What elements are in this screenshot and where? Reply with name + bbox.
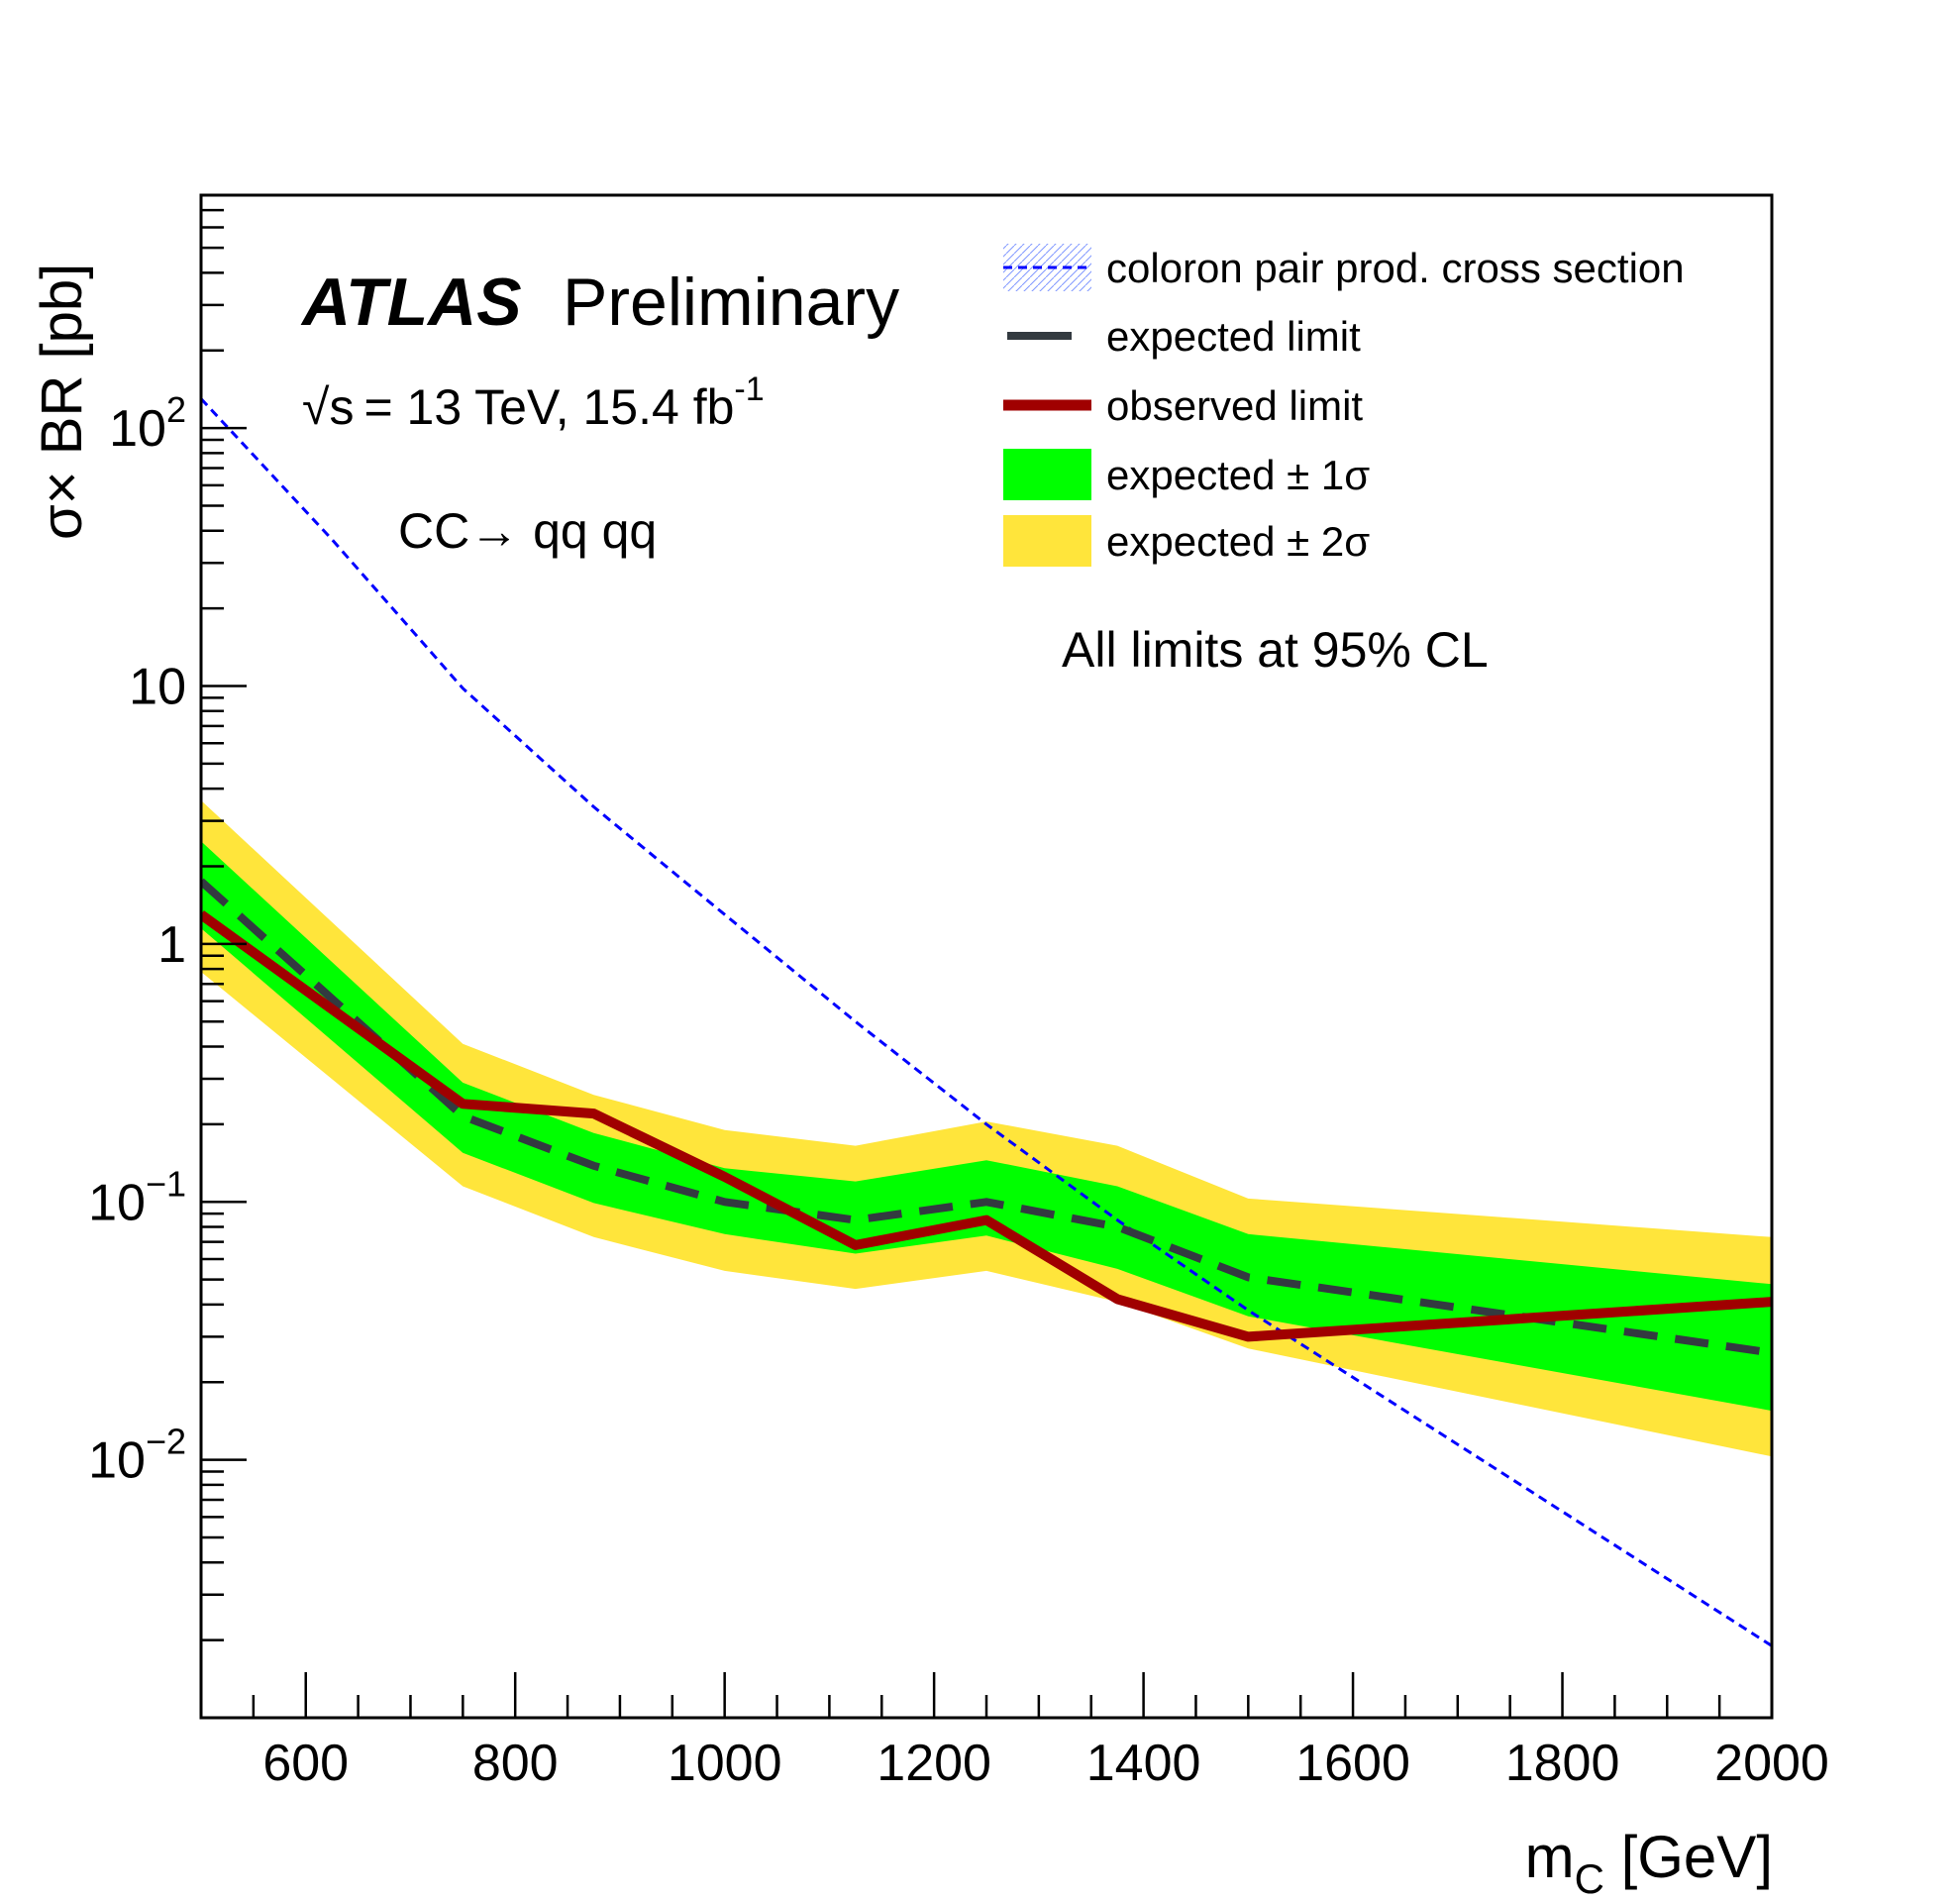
y-tick-label: 10−1 [88,1163,186,1231]
energy-label: √s = 13 TeV, 15.4 fb-1 [302,370,765,435]
x-axis-label: mC [GeV] [1525,1824,1773,1902]
status-label: Preliminary [563,264,899,340]
limit-curves [201,397,1772,1647]
legend-label: coloron pair prod. cross section [1106,245,1685,291]
y-tick-label: 10−2 [88,1422,186,1490]
band-1sigma [201,841,1772,1412]
x-tick-label: 1800 [1505,1735,1620,1792]
x-tick-label: 600 [262,1735,349,1792]
y-tick-label: 10 [129,659,186,716]
experiment-label: ATLAS [300,264,522,340]
legend-2sigma-swatch [1003,515,1091,567]
x-tick-label: 1000 [668,1735,782,1792]
uncertainty-bands [201,800,1772,1457]
x-tick-label: 1200 [877,1735,991,1792]
legend: coloron pair prod. cross section expected… [1003,244,1685,567]
y-axis-label: σ× BR [pb] [30,264,94,540]
y-tick-label: 102 [109,389,186,458]
legend-theory-hatch [1003,244,1091,291]
y-tick-label: 1 [157,916,186,974]
process-label: CC→ qq qq [398,503,657,559]
legend-label: observed limit [1106,382,1363,429]
legend-label: expected ± 1σ [1106,452,1370,498]
x-axis: 600 800 1000 1200 1400 1600 1800 2000 [252,1672,1829,1792]
legend-1sigma-swatch [1003,449,1091,500]
x-tick-label: 800 [472,1735,559,1792]
legend-label: expected limit [1106,313,1361,360]
y-axis: 10−2 10−1 1 10 102 [88,193,247,1720]
cl-note: All limits at 95% CL [1062,622,1489,678]
x-tick-label: 2000 [1714,1735,1829,1792]
x-tick-label: 1400 [1086,1735,1201,1792]
legend-label: expected ± 2σ [1106,518,1370,565]
x-tick-label: 1600 [1295,1735,1410,1792]
